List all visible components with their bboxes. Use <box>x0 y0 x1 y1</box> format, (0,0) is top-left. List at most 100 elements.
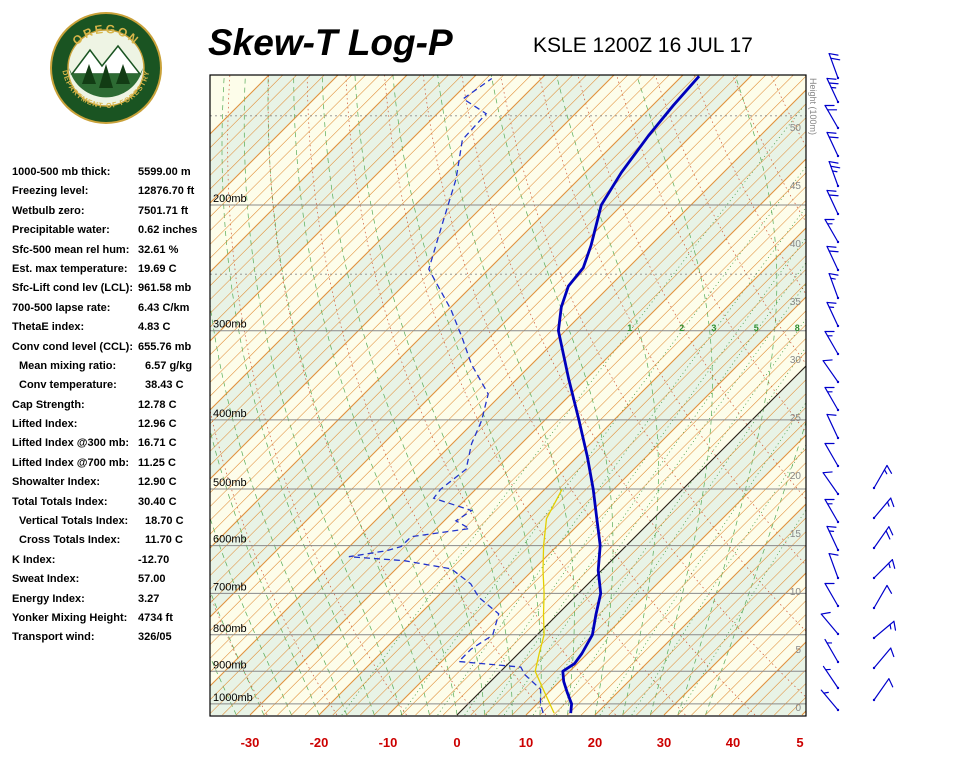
wind-barbs-main <box>820 52 841 712</box>
mixing-ratio-label: 2 <box>679 323 684 333</box>
index-label: Lifted Index @300 mb: <box>12 437 130 450</box>
height-tick-label: 20 <box>790 471 802 482</box>
height-tick-label: 10 <box>790 587 802 598</box>
index-row: Transport wind: 326/05 <box>12 631 212 650</box>
height-tick-label: 30 <box>790 355 802 366</box>
index-label: ThetaE index: <box>12 321 85 334</box>
pressure-label: 700mb <box>213 581 247 593</box>
index-row: Sfc-Lift cond lev (LCL): 961.58 mb <box>12 282 212 301</box>
index-row: Yonker Mixing Height: 4734 ft <box>12 612 212 631</box>
index-value: 3.27 <box>138 592 160 605</box>
index-row: Sweat Index: 57.00 <box>12 573 212 592</box>
mixing-ratio-label: 1 <box>627 323 632 333</box>
station-datetime: KSLE 1200Z 16 JUL 17 <box>533 34 753 57</box>
index-label: Precipitable water: <box>12 224 110 237</box>
height-tick-label: 15 <box>790 529 802 540</box>
logo-tree-icon <box>116 64 130 84</box>
index-label: 700-500 lapse rate: <box>12 301 111 314</box>
index-value: 12.78 C <box>138 398 177 411</box>
index-value: 961.58 mb <box>138 282 192 295</box>
index-row: ThetaE index: 4.83 C <box>12 321 212 340</box>
index-label: Conv cond level (CCL): <box>12 340 134 353</box>
index-value: 32.61 % <box>138 243 179 256</box>
index-label: Yonker Mixing Height: <box>12 611 128 624</box>
index-value: 30.40 C <box>138 495 177 508</box>
index-value: 6.43 C/km <box>138 301 190 314</box>
temp-tick-label: -30 <box>241 735 260 750</box>
index-row: Cross Totals Index: 11.70 C <box>12 534 212 553</box>
height-tick-label: 25 <box>790 413 802 424</box>
index-value: 326/05 <box>138 631 172 644</box>
temp-tick-label-right: 5 <box>796 735 803 750</box>
index-row: Conv cond level (CCL): 655.76 mb <box>12 341 212 360</box>
index-value: 18.70 C <box>145 515 184 528</box>
temp-tick-label: 10 <box>519 735 533 750</box>
index-row: 700-500 lapse rate: 6.43 C/km <box>12 302 212 321</box>
height-tick-label: 45 <box>790 181 802 192</box>
index-value: 5599.00 m <box>138 166 191 178</box>
index-value: 12876.70 ft <box>138 185 195 198</box>
pressure-label: 900mb <box>213 659 247 671</box>
pressure-label: 300mb <box>213 319 247 331</box>
height-tick-label: 40 <box>790 239 802 250</box>
index-row: Lifted Index @700 mb: 11.25 C <box>12 457 212 476</box>
temp-tick-label: 0 <box>453 735 460 750</box>
index-value: 38.43 C <box>145 379 184 392</box>
index-value: 4.83 C <box>138 321 171 334</box>
index-row: Est. max temperature: 19.69 C <box>12 263 212 282</box>
index-row: Precipitable water: 0.62 inches <box>12 224 212 243</box>
index-row: Mean mixing ratio: 6.57 g/kg <box>12 360 212 379</box>
mixing-ratio-label: 5 <box>754 323 759 333</box>
index-label: Energy Index: <box>12 592 85 605</box>
wetbulb-line <box>534 488 563 714</box>
index-label: Est. max temperature: <box>12 262 128 275</box>
index-label: Freezing level: <box>12 185 89 198</box>
index-label: 1000-500 mb thick: <box>12 166 111 178</box>
dewpoint-line <box>348 77 544 714</box>
mixing-ratio-label: 8 <box>795 323 800 333</box>
index-value: 7501.71 ft <box>138 204 189 217</box>
index-value: 57.00 <box>138 573 166 586</box>
height-axis-label: Height (100m) <box>808 78 818 135</box>
index-row: Showalter Index: 12.90 C <box>12 476 212 495</box>
temp-axis-labels: -30 -20 -10 0 10 20 30 40 5 <box>241 735 804 750</box>
wind-barbs-aux <box>872 464 897 702</box>
index-value: 0.62 inches <box>138 224 198 237</box>
pressure-gridlines: 200mb 300mb 400mb 500mb 600mb 700mb 800mb 900mb… <box>210 115 806 705</box>
index-row: Lifted Index: 12.96 C <box>12 418 212 437</box>
index-label: K Index: <box>12 553 56 566</box>
index-row: Cap Strength: 12.78 C <box>12 399 212 418</box>
index-value: 11.70 C <box>145 534 183 547</box>
index-row: Freezing level: 12876.70 ft <box>12 185 212 204</box>
pressure-label: 400mb <box>213 408 247 420</box>
index-row: Vertical Totals Index: 18.70 C <box>12 515 212 534</box>
index-row: Energy Index: 3.27 <box>12 593 212 612</box>
zero-isotherm-line <box>456 365 806 716</box>
temp-tick-label: -20 <box>310 735 329 750</box>
index-value: 6.57 g/kg <box>145 359 193 372</box>
index-label: Sweat Index: <box>12 573 80 586</box>
index-value: -12.70 <box>138 553 170 566</box>
mixing-ratio-label: 3 <box>711 323 716 333</box>
logo-tree-icon <box>99 64 113 88</box>
index-row: Lifted Index @300 mb: 16.71 C <box>12 437 212 456</box>
index-label: Cross Totals Index: <box>19 534 121 547</box>
index-value: 12.96 C <box>138 418 177 431</box>
index-label: Total Totals Index: <box>12 495 108 508</box>
index-value: 19.69 C <box>138 262 177 275</box>
height-tick-label: 0 <box>795 703 801 714</box>
logo-tree-icon <box>82 64 96 84</box>
odf-logo: OREGON DEPARTMENT OF FORESTRY <box>48 10 164 126</box>
index-row: Sfc-500 mean rel hum: 32.61 % <box>12 244 212 263</box>
odf-logo-svg: OREGON DEPARTMENT OF FORESTRY <box>50 12 162 124</box>
index-value: 12.90 C <box>138 476 177 489</box>
height-tick-label: 35 <box>790 297 802 308</box>
index-label: Sfc-Lift cond lev (LCL): <box>12 282 133 295</box>
temp-tick-label: -10 <box>379 735 398 750</box>
index-row: Wetbulb zero: 7501.71 ft <box>12 205 212 224</box>
index-row: 1000-500 mb thick: 5599.00 m <box>12 166 212 185</box>
index-label: Mean mixing ratio: <box>19 359 117 372</box>
pressure-label: 800mb <box>213 623 247 635</box>
